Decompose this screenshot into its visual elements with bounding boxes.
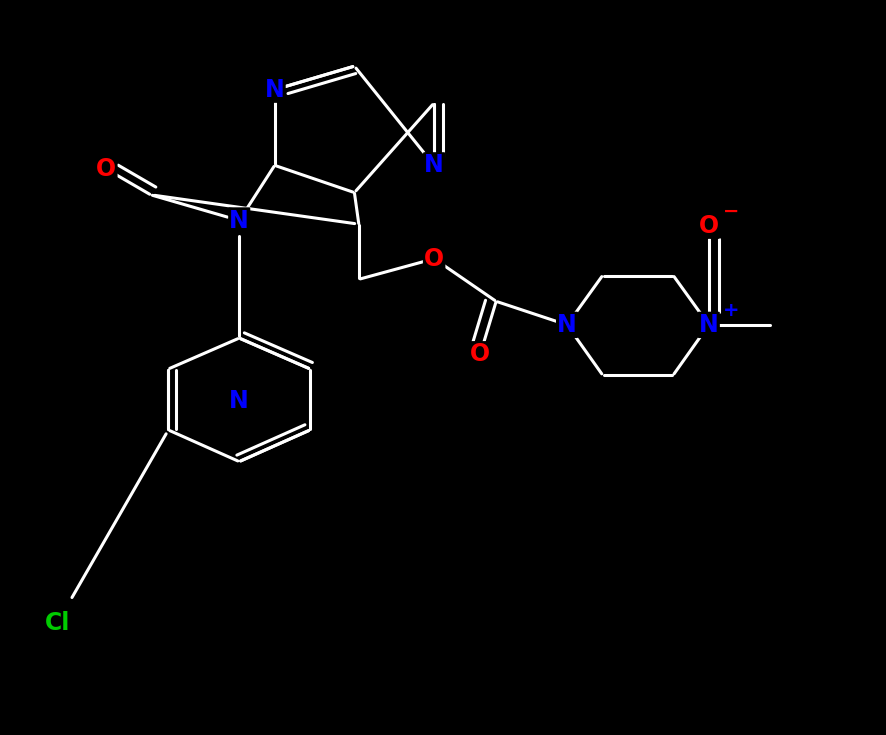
Text: −: −: [723, 201, 739, 220]
Text: N: N: [557, 313, 577, 337]
Text: O: O: [470, 343, 490, 366]
Text: O: O: [97, 157, 116, 181]
Text: N: N: [265, 78, 284, 101]
Text: +: +: [723, 301, 739, 320]
Text: Cl: Cl: [45, 611, 70, 634]
Text: N: N: [424, 154, 444, 177]
Text: N: N: [229, 209, 249, 232]
Text: N: N: [229, 389, 249, 412]
Text: O: O: [424, 247, 444, 270]
Text: O: O: [699, 214, 719, 237]
Text: N: N: [699, 313, 719, 337]
